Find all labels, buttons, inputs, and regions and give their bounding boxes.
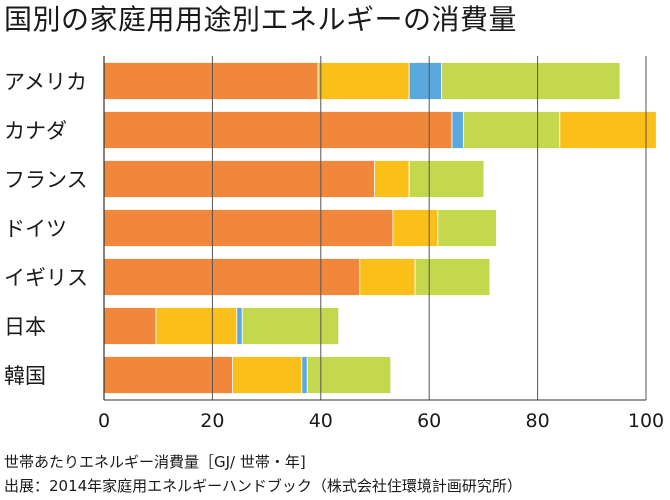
bar-segment [103, 62, 319, 100]
bar-segment [236, 307, 243, 345]
category-label: 日本 [4, 315, 46, 339]
bar-segment [301, 356, 308, 394]
bar-segment [451, 111, 464, 149]
bar-segment [103, 160, 375, 198]
bar-segment [241, 307, 340, 345]
category-label: ドイツ [4, 217, 67, 241]
bar-segment [559, 111, 657, 149]
x-tick-label: 80 [526, 410, 550, 432]
x-tick-label: 0 [98, 410, 110, 432]
bar-segment [155, 307, 238, 345]
category-label: フランス [4, 168, 88, 192]
x-tick-label: 60 [417, 410, 441, 432]
bar-segment [437, 209, 497, 247]
bar-segment [374, 160, 410, 198]
bar-segment [103, 356, 233, 394]
chart-title: 国別の家庭用用途別エネルギーの消費量 [4, 3, 518, 36]
x-tick-label: 40 [309, 410, 333, 432]
source-note: 出展：2014年家庭用エネルギーハンドブック（株式会社住環境計画研究所） [4, 477, 522, 495]
category-label: イギリス [4, 266, 88, 290]
bar-segment [103, 258, 361, 296]
bar-segment [103, 209, 394, 247]
x-tick-label: 20 [200, 410, 224, 432]
bar-segment [408, 160, 485, 198]
category-label: 韓国 [4, 364, 46, 388]
bar-segment [103, 111, 453, 149]
bar-segment [317, 62, 410, 100]
category-label: アメリカ [4, 70, 87, 94]
bar-segment [232, 356, 303, 394]
unit-note: 世帯あたりエネルギー消費量［GJ/ 世帯・年] [4, 453, 306, 471]
bar-segment [462, 111, 561, 149]
bar-segment [441, 62, 621, 100]
bar-segment [414, 258, 491, 296]
bar-segment [306, 356, 392, 394]
bar-segment [359, 258, 416, 296]
x-tick-label: 100 [628, 410, 664, 432]
bar-segment [392, 209, 439, 247]
category-label: カナダ [4, 119, 67, 143]
bar-segment [103, 307, 157, 345]
bar-segment [408, 62, 443, 100]
